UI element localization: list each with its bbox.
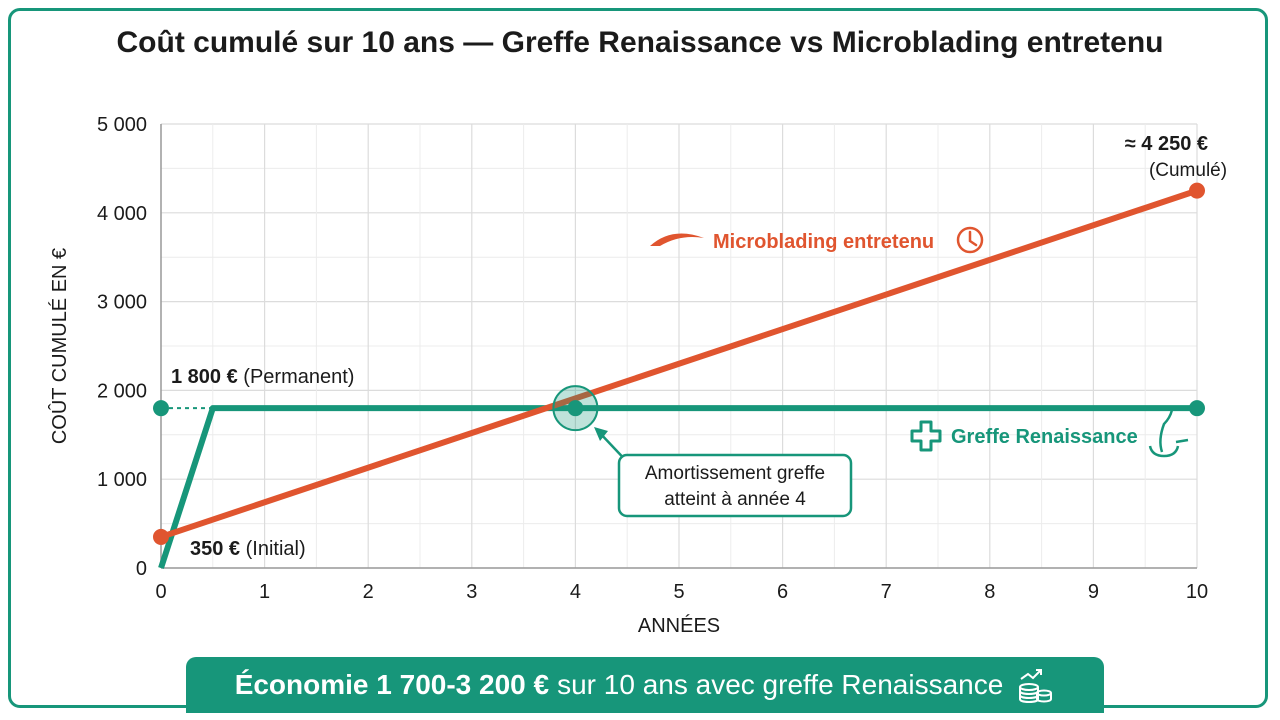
- clock-face: [956, 226, 984, 254]
- hair-follicle-icon: [1148, 409, 1189, 458]
- chart-frame: [8, 8, 1268, 708]
- breakeven-point: [567, 400, 584, 417]
- y-axis-ticks: 0 1 000 2 000 3 000 4 000 5 000: [97, 114, 147, 580]
- x-tick-label: 7: [881, 581, 892, 603]
- point-greffe-start: [153, 400, 169, 417]
- callout-arrowhead: [594, 427, 608, 441]
- coins-growth-icon: [1019, 669, 1053, 704]
- x-tick-label: 3: [466, 581, 477, 603]
- hair-strand: [1159, 409, 1174, 453]
- x-tick-label: 1: [259, 581, 270, 603]
- skin-line: [1175, 438, 1189, 444]
- medical-cross-icon: [910, 420, 942, 452]
- callout-line-1: Amortissement greffe: [645, 463, 825, 484]
- follicle-bulb: [1148, 445, 1180, 458]
- eyebrow-icon: [650, 233, 704, 246]
- clock-hands: [968, 230, 978, 247]
- x-tick-label: 9: [1088, 581, 1099, 603]
- y-tick-label: 3 000: [97, 292, 147, 314]
- microblading-end-value: ≈ 4 250 €: [1125, 133, 1208, 155]
- banner-bold-text: Économie 1 700-3 200 €: [234, 669, 550, 700]
- point-microblading-start: [153, 528, 169, 545]
- point-microblading-end: [1189, 182, 1205, 199]
- series-line-microblading: [158, 187, 1200, 540]
- y-axis-label: COÛT CUMULÉ EN €: [48, 248, 71, 444]
- y-tick-label: 0: [136, 558, 147, 580]
- x-tick-label: 2: [363, 581, 374, 603]
- cross-shape: [910, 420, 942, 452]
- annotations: 1 800 € (Permanent) 350 € (Initial) ≈ 4 25…: [171, 133, 1227, 560]
- callout-line-2: atteint à année 4: [664, 489, 806, 510]
- series-label-greffe: Greffe Renaissance: [951, 426, 1138, 448]
- y-tick-label: 2 000: [97, 380, 147, 402]
- greffe-start-label: 1 800 € (Permanent): [171, 366, 354, 388]
- chart-title: Coût cumulé sur 10 ans — Greffe Renaissa…: [116, 26, 1164, 59]
- series-label-microblading: Microblading entretenu: [713, 231, 934, 253]
- y-tick-label: 4 000: [97, 203, 147, 225]
- microblading-start-label: 350 € (Initial): [190, 538, 306, 560]
- savings-banner: Économie 1 700-3 200 € sur 10 ans avec g…: [186, 657, 1104, 713]
- clock-icon: [956, 226, 984, 254]
- x-axis-label: ANNÉES: [638, 614, 720, 637]
- x-tick-label: 4: [570, 581, 581, 603]
- microblading-end-note: (Cumulé): [1149, 160, 1227, 181]
- breakeven-callout: [617, 453, 853, 518]
- x-tick-label: 0: [155, 581, 166, 603]
- y-tick-label: 5 000: [97, 114, 147, 136]
- series-line-greffe: [158, 405, 1197, 569]
- x-tick-label: 5: [673, 581, 684, 603]
- x-tick-label: 8: [984, 581, 995, 603]
- x-tick-label: 10: [1186, 581, 1208, 603]
- grid: [160, 123, 1198, 569]
- series-group: [153, 182, 1205, 569]
- point-greffe-end: [1189, 400, 1205, 417]
- x-tick-label: 6: [777, 581, 788, 603]
- banner-text: sur 10 ans avec greffe Renaissance: [557, 669, 1004, 700]
- x-axis-ticks: 0 1 2 3 4 5 6 7 8 9 10: [155, 581, 1208, 603]
- y-tick-label: 1 000: [97, 469, 147, 491]
